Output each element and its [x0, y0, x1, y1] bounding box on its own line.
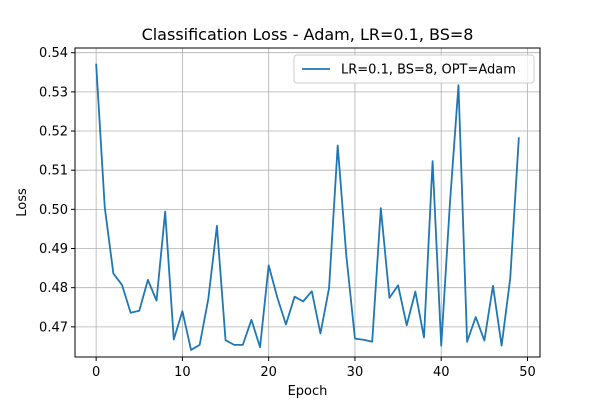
- data-point: [397, 284, 399, 286]
- y-tick-label: 0.48: [39, 281, 68, 296]
- data-point: [458, 84, 460, 86]
- data-point: [337, 145, 339, 147]
- y-tick-label: 0.47: [39, 320, 68, 335]
- x-tick-label: 50: [519, 365, 536, 380]
- data-point: [423, 337, 425, 339]
- data-point: [182, 310, 184, 312]
- plot-frame: [74, 47, 541, 358]
- chart-title: Classification Loss - Adam, LR=0.1, BS=8: [142, 25, 474, 44]
- data-point: [276, 297, 278, 299]
- data-point: [112, 273, 114, 275]
- data-point: [483, 340, 485, 342]
- data-point: [121, 284, 123, 286]
- data-point: [432, 160, 434, 162]
- data-point: [449, 203, 451, 205]
- y-tick-label: 0.53: [39, 85, 68, 100]
- legend-box: [293, 54, 535, 84]
- data-point: [363, 339, 365, 341]
- data-point: [475, 316, 477, 318]
- legend: LR=0.1, BS=8, OPT=Adam: [293, 54, 535, 84]
- data-point: [354, 338, 356, 340]
- data-point: [345, 255, 347, 257]
- y-axis-label: Loss: [15, 188, 30, 217]
- y-tick-label: 0.51: [39, 164, 68, 179]
- data-point: [251, 319, 253, 321]
- data-point: [294, 296, 296, 298]
- data-point: [509, 277, 511, 279]
- x-tick-label: 30: [347, 365, 364, 380]
- data-point: [492, 285, 494, 287]
- data-point: [207, 298, 209, 300]
- data-point: [259, 346, 261, 348]
- data-point: [389, 297, 391, 299]
- data-point: [414, 291, 416, 293]
- data-point: [518, 136, 520, 138]
- data-point: [406, 324, 408, 326]
- data-point: [199, 344, 201, 346]
- data-point: [380, 207, 382, 209]
- y-tick-label: 0.52: [39, 125, 68, 140]
- series-layer: [95, 63, 520, 351]
- x-axis-label: Epoch: [288, 384, 328, 399]
- data-point: [156, 300, 158, 302]
- data-point: [501, 345, 503, 347]
- data-point: [268, 264, 270, 266]
- x-tick-label: 10: [174, 365, 191, 380]
- y-tick-label: 0.54: [39, 46, 68, 61]
- data-point: [302, 300, 304, 302]
- data-point: [320, 333, 322, 335]
- data-point: [466, 341, 468, 343]
- data-point: [104, 206, 106, 208]
- loss-series-line: [95, 63, 520, 351]
- data-point: [130, 312, 132, 314]
- data-point: [138, 310, 140, 312]
- x-tick-label: 20: [260, 365, 277, 380]
- data-point: [233, 344, 235, 346]
- data-point: [164, 211, 166, 213]
- data-point: [311, 290, 313, 292]
- data-point: [371, 341, 373, 343]
- x-tick-label: 0: [92, 365, 100, 380]
- legend-label: LR=0.1, BS=8, OPT=Adam: [341, 63, 516, 78]
- data-point: [225, 339, 227, 341]
- data-point: [242, 344, 244, 346]
- data-point: [173, 338, 175, 340]
- data-point: [190, 349, 192, 351]
- y-tick-label: 0.50: [39, 203, 68, 218]
- y-tick-label: 0.49: [39, 242, 68, 257]
- x-tick-label: 40: [433, 365, 450, 380]
- data-point: [440, 345, 442, 347]
- data-point: [95, 63, 97, 65]
- data-point: [147, 279, 149, 281]
- data-point: [216, 225, 218, 227]
- data-point: [328, 287, 330, 289]
- ticks: 0 10 20 30 40 50 0.47 0.48 0.49 0.50 0.51 0.52 0.53 0…: [39, 46, 536, 380]
- data-point: [285, 324, 287, 326]
